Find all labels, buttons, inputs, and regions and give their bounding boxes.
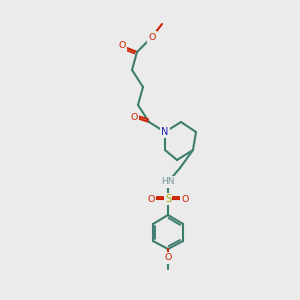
Text: O: O: [147, 194, 155, 203]
Text: O: O: [118, 41, 126, 50]
Text: O: O: [164, 254, 172, 262]
Text: O: O: [148, 32, 156, 41]
Text: O: O: [130, 112, 138, 122]
Text: O: O: [181, 194, 189, 203]
Text: S: S: [165, 194, 171, 204]
Text: N: N: [161, 127, 169, 137]
Text: HN: HN: [161, 178, 175, 187]
